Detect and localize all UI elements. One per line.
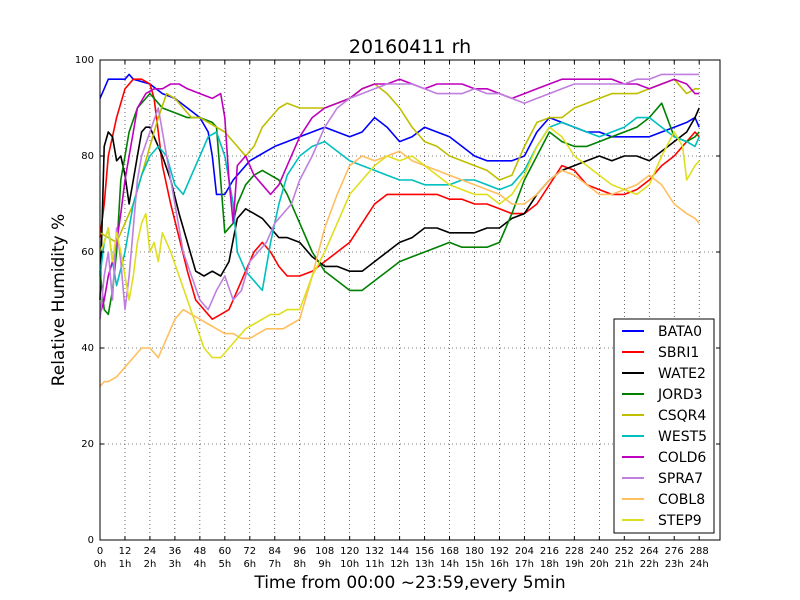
x-tick-sublabel: 5h bbox=[218, 559, 231, 570]
y-tick-label: 20 bbox=[81, 439, 94, 450]
x-tick-sublabel: 6h bbox=[243, 559, 256, 570]
x-tick-sublabel: 4h bbox=[194, 559, 207, 570]
x-tick-label: 168 bbox=[440, 546, 459, 557]
x-tick-sublabel: 22h bbox=[640, 559, 659, 570]
x-tick-sublabel: 24h bbox=[690, 559, 709, 570]
legend-label: BATA0 bbox=[658, 324, 702, 340]
series-line-step9 bbox=[99, 126, 700, 359]
x-tick-sublabel: 9h bbox=[318, 559, 331, 570]
x-tick-sublabel: 1h bbox=[119, 559, 132, 570]
series-line-jord3 bbox=[99, 92, 700, 316]
plot-frame bbox=[99, 59, 721, 541]
x-tick-sublabel: 18h bbox=[540, 559, 559, 570]
y-tick-label: 100 bbox=[75, 55, 94, 66]
legend-box bbox=[613, 318, 715, 534]
x-tick-sublabel: 20h bbox=[590, 559, 609, 570]
x-tick-label: 120 bbox=[340, 546, 359, 557]
series-line-wate2 bbox=[99, 107, 700, 301]
x-tick-sublabel: 21h bbox=[615, 559, 634, 570]
x-tick-label: 108 bbox=[315, 546, 334, 557]
x-tick-sublabel: 16h bbox=[490, 559, 509, 570]
x-tick-label: 0 bbox=[97, 546, 103, 557]
x-tick-sublabel: 19h bbox=[565, 559, 584, 570]
x-tick-label: 84 bbox=[268, 546, 281, 557]
x-tick-sublabel: 8h bbox=[293, 559, 306, 570]
x-tick-sublabel: 10h bbox=[340, 559, 359, 570]
x-tick-label: 240 bbox=[590, 546, 609, 557]
x-axis-label: Time from 00:00 ~23:59,every 5min bbox=[253, 573, 565, 593]
series-line-bata0 bbox=[99, 73, 700, 196]
x-tick-label: 72 bbox=[243, 546, 256, 557]
y-tick-label: 60 bbox=[81, 247, 94, 258]
legend-label: SBRI1 bbox=[658, 345, 699, 361]
x-tick-sublabel: 3h bbox=[169, 559, 182, 570]
legend-label: WATE2 bbox=[658, 366, 706, 382]
x-tick-label: 264 bbox=[640, 546, 659, 557]
axis-ticks: 0 0h 12 1h 24 2h 36 3h 48 4h 60 5h 72 6h 84 7h 96 8h 108 9h… bbox=[75, 55, 720, 570]
x-tick-label: 24 bbox=[144, 546, 157, 557]
x-tick-sublabel: 23h bbox=[665, 559, 684, 570]
y-tick-label: 0 bbox=[88, 535, 94, 546]
legend: BATA0 SBRI1 WATE2 JORD3 CSQR4 WEST5 COLD6 SPRA7… bbox=[613, 318, 715, 534]
x-tick-label: 156 bbox=[415, 546, 434, 557]
y-tick-label: 40 bbox=[81, 343, 94, 354]
x-tick-label: 36 bbox=[169, 546, 182, 557]
legend-label: SPRA7 bbox=[658, 471, 703, 487]
x-tick-label: 96 bbox=[293, 546, 306, 557]
x-tick-sublabel: 12h bbox=[390, 559, 409, 570]
x-tick-label: 48 bbox=[193, 546, 206, 557]
x-tick-label: 204 bbox=[515, 546, 534, 557]
x-tick-label: 132 bbox=[365, 546, 384, 557]
series-line-cold6 bbox=[99, 78, 700, 315]
x-tick-label: 276 bbox=[665, 546, 684, 557]
x-tick-label: 252 bbox=[615, 546, 634, 557]
legend-label: COLD6 bbox=[658, 450, 706, 466]
x-tick-label: 228 bbox=[565, 546, 584, 557]
series-line-spra7 bbox=[99, 73, 700, 320]
x-tick-label: 12 bbox=[119, 546, 132, 557]
legend-label: STEP9 bbox=[658, 513, 702, 529]
legend-label: CSQR4 bbox=[658, 408, 706, 424]
y-tick-label: 80 bbox=[81, 151, 94, 162]
legend-label: WEST5 bbox=[658, 429, 707, 445]
legend-label: COBL8 bbox=[658, 492, 705, 508]
x-tick-sublabel: 2h bbox=[144, 559, 157, 570]
x-tick-sublabel: 7h bbox=[268, 559, 281, 570]
legend-label: JORD3 bbox=[657, 387, 703, 403]
x-tick-sublabel: 17h bbox=[515, 559, 534, 570]
series-line-cobl8 bbox=[99, 150, 700, 387]
series-lines bbox=[99, 73, 700, 387]
x-tick-sublabel: 15h bbox=[465, 559, 484, 570]
x-tick-label: 180 bbox=[465, 546, 484, 557]
x-tick-label: 60 bbox=[218, 546, 231, 557]
x-tick-sublabel: 13h bbox=[415, 559, 434, 570]
x-tick-sublabel: 0h bbox=[94, 559, 107, 570]
x-tick-sublabel: 11h bbox=[365, 559, 384, 570]
x-tick-label: 192 bbox=[490, 546, 509, 557]
y-axis-label: Relative Humidity % bbox=[49, 214, 69, 387]
x-tick-label: 288 bbox=[690, 546, 709, 557]
x-tick-label: 216 bbox=[540, 546, 559, 557]
x-tick-label: 144 bbox=[390, 546, 409, 557]
x-tick-sublabel: 14h bbox=[440, 559, 459, 570]
chart-title: 20160411 rh bbox=[349, 36, 471, 58]
